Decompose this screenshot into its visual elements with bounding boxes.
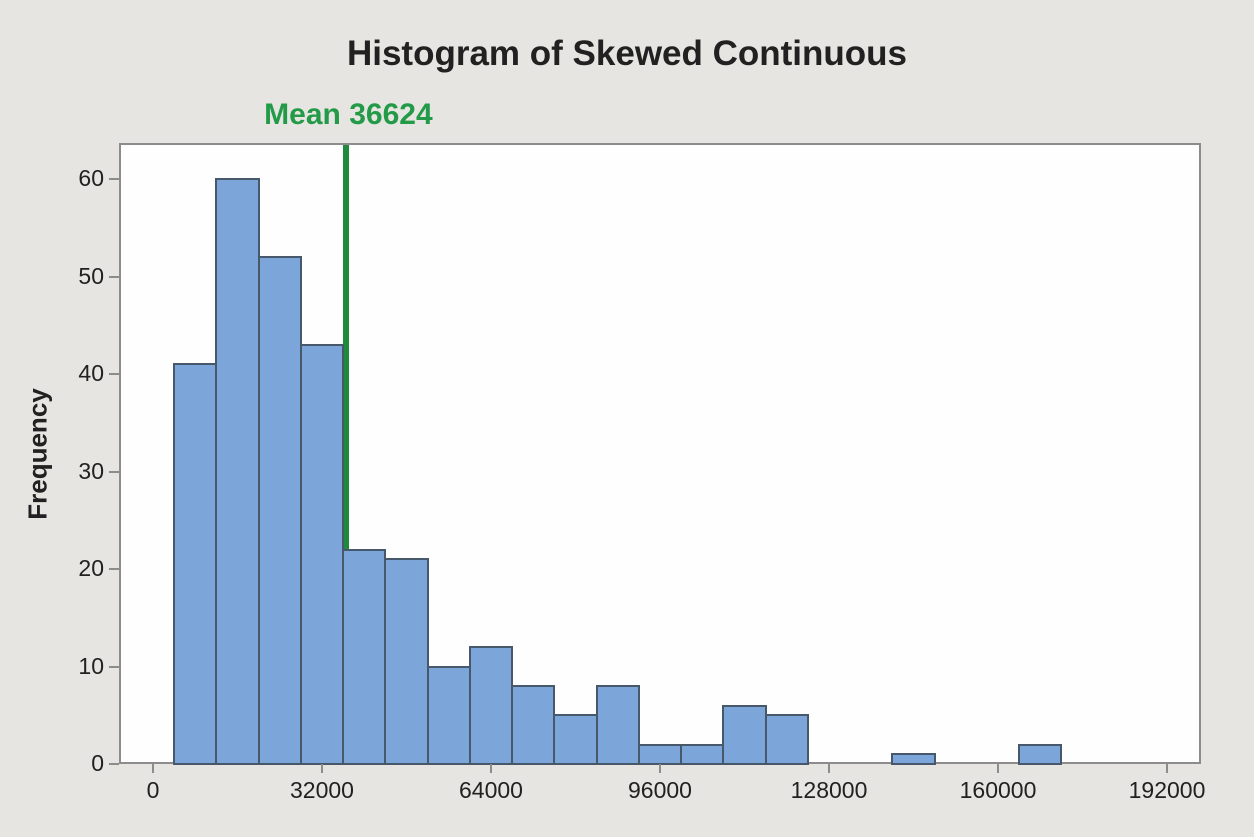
histogram-bar (722, 704, 767, 765)
histogram-bar (511, 685, 556, 765)
histogram-bar (891, 753, 936, 765)
y-tick-mark (109, 568, 119, 570)
histogram-bar (426, 665, 471, 765)
y-tick-label: 50 (78, 262, 104, 289)
y-tick-label: 30 (78, 457, 104, 484)
x-tick-label: 32000 (290, 777, 354, 803)
x-tick-label: 0 (146, 777, 160, 803)
y-tick-label: 10 (78, 652, 104, 679)
chart-title: Histogram of Skewed Continuous (346, 34, 908, 73)
x-tick-mark (1166, 764, 1168, 773)
x-tick-mark (659, 764, 661, 773)
histogram-bar (1018, 743, 1063, 765)
y-tick-label: 0 (91, 750, 104, 776)
histogram-bar (680, 743, 725, 765)
y-tick-mark (109, 275, 119, 278)
histogram-bar (637, 743, 683, 765)
histogram-bar (257, 256, 302, 765)
y-axis-title: Frequency (22, 388, 53, 520)
mean-reference-line (343, 145, 350, 762)
y-tick-mark (109, 665, 119, 668)
histogram-bar (553, 714, 598, 765)
histogram-bar (173, 363, 218, 765)
y-tick-mark (109, 470, 119, 473)
histogram-bar (299, 343, 345, 765)
histogram-bar (764, 714, 809, 765)
mean-annotation-label: Mean 36624 (264, 98, 433, 131)
x-tick-mark (321, 764, 323, 773)
histogram-bar (384, 558, 429, 765)
y-tick-mark (109, 373, 119, 375)
x-tick-label: 128000 (790, 777, 868, 803)
x-tick-mark (828, 764, 830, 773)
y-tick-label: 20 (78, 555, 104, 581)
histogram-bar (215, 178, 260, 765)
histogram-bar (595, 685, 640, 765)
x-tick-label: 192000 (1128, 777, 1206, 803)
y-tick-mark (109, 763, 119, 765)
histogram-bar (342, 548, 387, 765)
y-tick-label: 60 (78, 165, 104, 191)
histogram-bar (468, 646, 514, 765)
x-tick-mark (490, 764, 492, 773)
x-tick-label: 96000 (628, 777, 692, 803)
y-tick-mark (109, 178, 119, 180)
y-tick-label: 40 (78, 360, 104, 386)
x-tick-mark (997, 764, 999, 773)
x-tick-label: 160000 (959, 777, 1037, 803)
x-tick-label: 64000 (459, 777, 523, 803)
x-tick-mark (152, 764, 154, 773)
